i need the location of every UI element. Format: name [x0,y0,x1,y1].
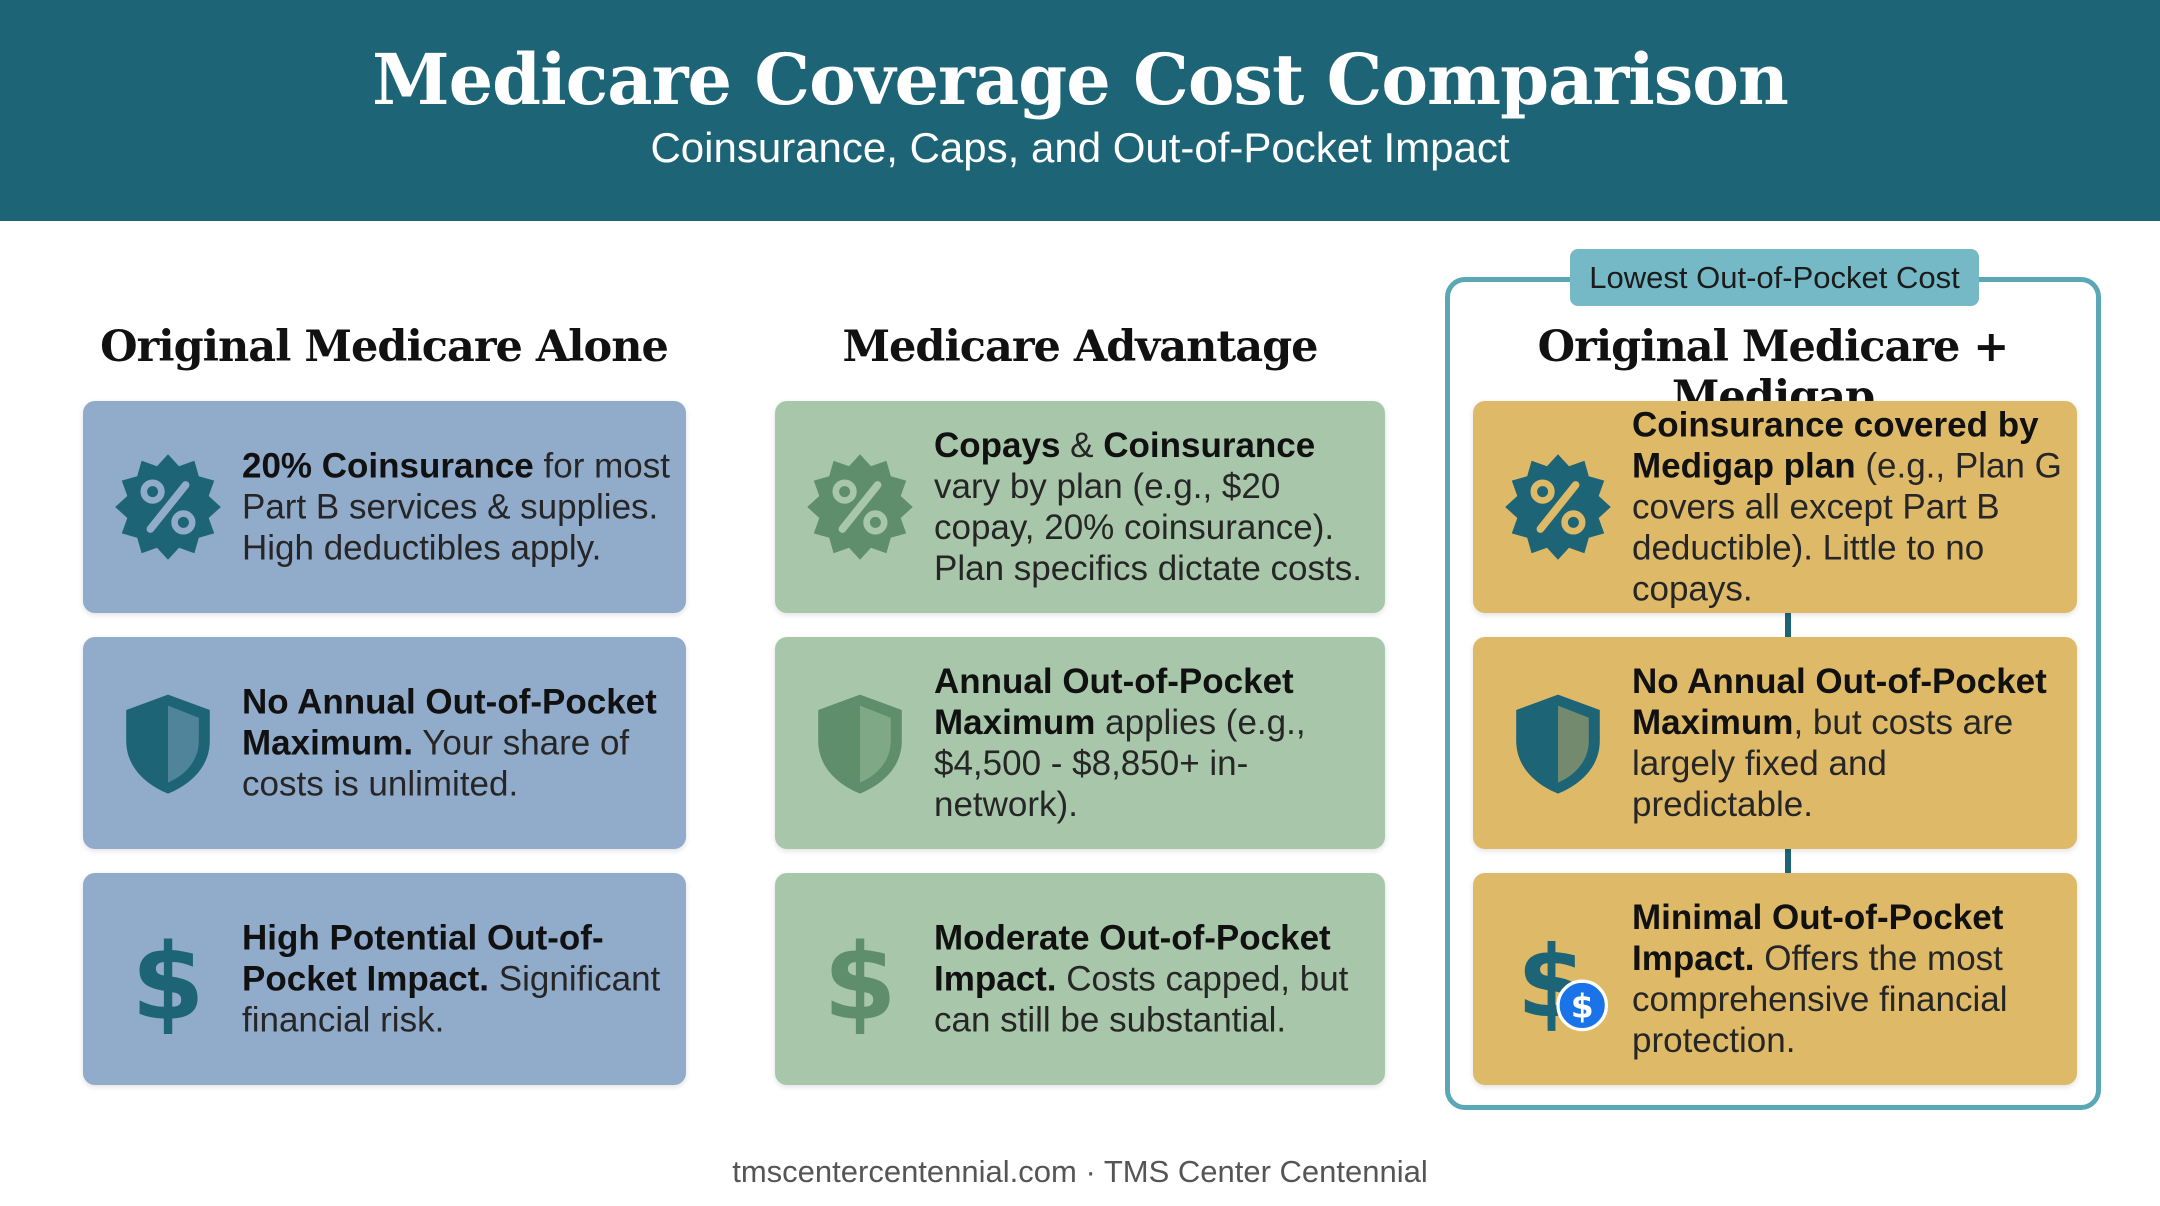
card-text: No Annual Out-of-Pocket Maximum. Your sh… [242,682,657,804]
footer-credit: tmscentercentennial.com · TMS Center Cen… [732,1154,1428,1189]
card-text: 20% Coinsurance for most Part B services… [242,446,670,568]
svg-text:$: $ [131,924,204,1034]
dollar-icon: $ [113,924,223,1034]
card-connector [1785,849,1791,873]
dollar-icon: $ [805,924,915,1034]
card-out-of-pocket-impact: $ Moderate Out-of-Pocket Impact. Costs c… [775,873,1385,1085]
card-connector [1785,613,1791,637]
column-title-medigap: Original Medicare + Medigap [1537,322,2010,422]
svg-text:$: $ [823,924,896,1034]
card-text: Annual Out-of-Pocket Maximum applies (e.… [934,662,1306,824]
shield-icon [805,688,915,798]
card-out-of-pocket-max: Annual Out-of-Pocket Maximum applies (e.… [775,637,1385,849]
page-subtitle: Coinsurance, Caps, and Out-of-Pocket Imp… [650,124,1510,171]
card-out-of-pocket-impact: $ $ Minimal Out-of-Pocket Impact. Offers … [1473,873,2077,1085]
card-coinsurance: 20% Coinsurance for most Part B services… [83,401,686,613]
percent-badge-icon [805,452,915,562]
page-title: Medicare Coverage Cost Comparison [372,38,1789,121]
card-out-of-pocket-max: No Annual Out-of-Pocket Maximum. Your sh… [83,637,686,849]
percent-badge-icon [1503,452,1613,562]
card-coinsurance-covered: Coinsurance covered by Medigap plan (e.g… [1473,401,2077,613]
percent-badge-icon [113,452,223,562]
card-out-of-pocket-max: No Annual Out-of-Pocket Maximum, but cos… [1473,637,2077,849]
dollar-coin-icon: $ $ [1503,924,1613,1034]
card-text: Minimal Out-of-Pocket Impact. Offers the… [1632,898,2008,1060]
column-title-original-medicare: Original Medicare Alone [100,322,669,372]
lowest-cost-badge: Lowest Out-of-Pocket Cost [1570,249,1979,306]
column-title-medicare-advantage: Medicare Advantage [842,322,1318,372]
card-text: Moderate Out-of-Pocket Impact. Costs cap… [934,918,1349,1040]
card-text: No Annual Out-of-Pocket Maximum, but cos… [1632,662,2047,824]
card-out-of-pocket-impact: $ High Potential Out-of-Pocket Impact. S… [83,873,686,1085]
shield-icon [113,688,223,798]
card-copays-coinsurance: Copays & Coinsurance vary by plan (e.g.,… [775,401,1385,613]
shield-icon [1503,688,1613,798]
card-text: High Potential Out-of-Pocket Impact. Sig… [242,918,661,1040]
svg-text:$: $ [1571,987,1594,1026]
card-text: Copays & Coinsurance vary by plan (e.g.,… [934,426,1362,588]
card-text: Coinsurance covered by Medigap plan (e.g… [1632,405,2062,609]
header-banner: Medicare Coverage Cost Comparison Coinsu… [0,0,2160,221]
